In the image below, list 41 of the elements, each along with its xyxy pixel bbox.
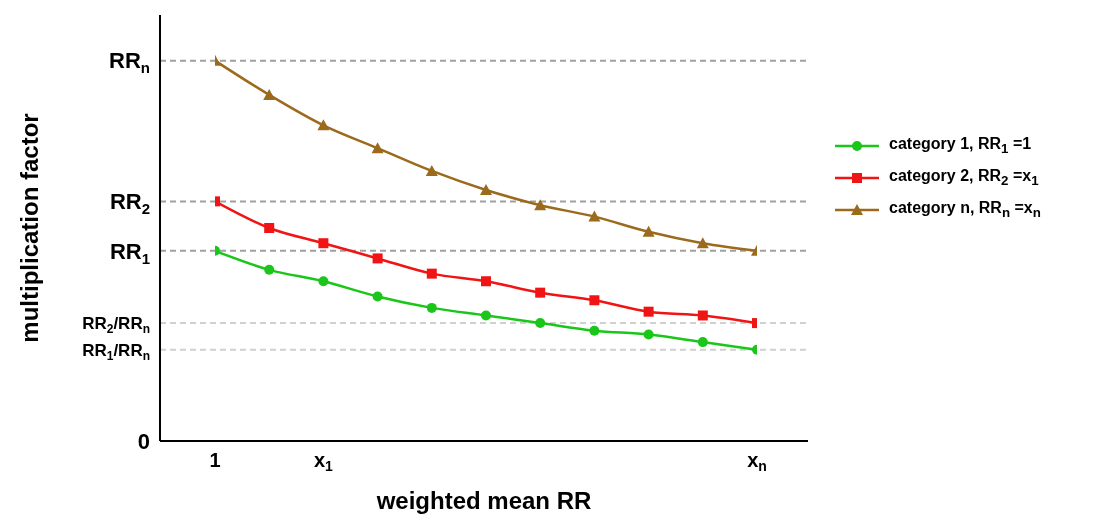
ref-line-label: RR$_{2}$/RR$_{n}$ xyxy=(82,314,150,336)
point xyxy=(318,276,329,287)
point xyxy=(426,302,437,313)
point xyxy=(264,223,275,233)
legend-label: category 2, RR$_{2}$ =x$_{1}$ xyxy=(889,167,1039,189)
point xyxy=(643,329,654,340)
ref-line-label: RR$_{2}$ xyxy=(109,189,150,217)
point xyxy=(480,183,492,195)
x-tick-label: x$_{n}$ xyxy=(747,449,767,475)
point xyxy=(317,119,330,131)
legend-label: category 1, RR$_{1}$ =1 xyxy=(889,135,1032,157)
point xyxy=(426,268,437,279)
text: 0 xyxy=(137,428,150,454)
point xyxy=(371,142,384,154)
point xyxy=(697,310,708,321)
point xyxy=(263,88,276,100)
point xyxy=(589,295,600,306)
legend-label: category n, RR$_{n}$ =x$_{n}$ xyxy=(889,199,1041,221)
point xyxy=(696,237,709,249)
point xyxy=(642,225,655,237)
point xyxy=(697,337,708,348)
point xyxy=(643,306,654,317)
ref-line-label: RR$_{1}$/RR$_{n}$ xyxy=(82,340,150,363)
ref-line-label: RR$_{1}$ xyxy=(109,238,150,267)
y-axis-title: multiplication factor xyxy=(16,113,44,343)
x-axis-title: weighted mean RR xyxy=(375,487,592,514)
point xyxy=(425,164,438,176)
point xyxy=(589,325,600,336)
point xyxy=(372,253,383,264)
ref-line-label: RR$_{n}$ xyxy=(109,48,150,76)
point xyxy=(535,318,546,329)
point xyxy=(588,210,601,222)
point xyxy=(481,310,491,321)
x-tick-label: x$_{1}$ xyxy=(313,449,334,475)
point xyxy=(535,287,546,298)
x-tick-label: 1 xyxy=(209,449,221,471)
point xyxy=(264,264,275,275)
point xyxy=(534,199,547,211)
point xyxy=(481,276,491,287)
point xyxy=(318,238,329,249)
point xyxy=(372,291,383,302)
